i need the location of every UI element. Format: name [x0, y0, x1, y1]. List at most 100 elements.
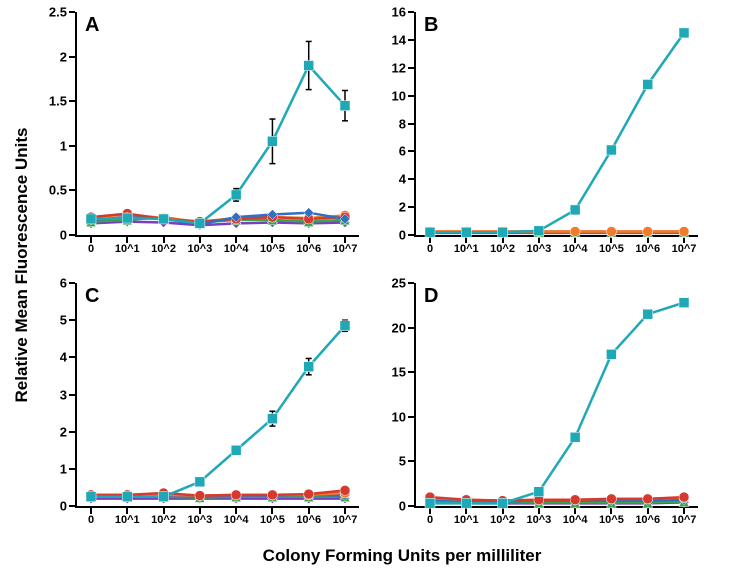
series-marker	[570, 227, 580, 237]
series-marker	[425, 227, 435, 237]
xtick-label: 10^7	[672, 506, 697, 526]
ytick-label: 25	[392, 276, 416, 291]
series-marker	[195, 477, 205, 487]
ytick-label: 1	[60, 461, 77, 476]
ytick-label: 0	[399, 228, 416, 243]
series-marker	[606, 349, 616, 359]
xtick-label: 10^7	[333, 506, 358, 526]
ytick-label: 8	[399, 116, 416, 131]
panel-letter: B	[424, 14, 438, 37]
series-marker	[340, 485, 350, 495]
plot-area: 0510152025010^110^210^310^410^510^610^7	[414, 283, 698, 508]
xtick-label: 10^1	[115, 506, 140, 526]
series-canvas	[416, 12, 698, 235]
xtick-label: 10^7	[333, 235, 358, 255]
series-marker	[606, 227, 616, 237]
series-marker	[570, 432, 580, 442]
series-marker	[498, 498, 508, 508]
series-marker	[231, 190, 241, 200]
figure: Relative Mean Fluorescence Units Colony …	[0, 0, 729, 571]
ytick-label: 14	[392, 32, 416, 47]
series-marker	[267, 414, 277, 424]
series-marker	[340, 101, 350, 111]
series-marker	[195, 218, 205, 228]
series-marker	[86, 492, 96, 502]
series-line	[430, 303, 684, 504]
xtick-label: 10^5	[260, 235, 285, 255]
series-marker	[643, 309, 653, 319]
ytick-label: 2	[399, 200, 416, 215]
series-marker	[195, 491, 205, 501]
y-axis-label: Relative Mean Fluorescence Units	[12, 128, 32, 403]
panel-letter: C	[85, 285, 99, 308]
series-marker	[304, 61, 314, 71]
ytick-label: 6	[399, 144, 416, 159]
ytick-label: 0.5	[49, 183, 77, 198]
series-marker	[679, 28, 689, 38]
series-marker	[159, 214, 169, 224]
series-marker	[267, 490, 277, 500]
ytick-label: 12	[392, 60, 416, 75]
ytick-label: 3	[60, 387, 77, 402]
series-marker	[159, 492, 169, 502]
series-marker	[231, 490, 241, 500]
xtick-label: 10^1	[115, 235, 140, 255]
series-marker	[340, 321, 350, 331]
ytick-label: 4	[399, 172, 416, 187]
ytick-label: 0	[60, 499, 77, 514]
ytick-label: 2.5	[49, 5, 77, 20]
series-canvas	[77, 12, 359, 235]
xtick-label: 10^6	[296, 235, 321, 255]
xtick-label: 10^2	[151, 506, 176, 526]
series-marker	[643, 227, 653, 237]
series-marker	[461, 227, 471, 237]
xtick-label: 10^1	[454, 506, 479, 526]
series-line	[91, 326, 345, 497]
panel-D: 0510152025010^110^210^310^410^510^610^7D	[414, 283, 696, 506]
series-marker	[679, 227, 689, 237]
series-line	[430, 33, 684, 232]
series-marker	[534, 226, 544, 236]
ytick-label: 0	[60, 228, 77, 243]
ytick-label: 2	[60, 424, 77, 439]
ytick-label: 1	[60, 138, 77, 153]
series-marker	[643, 494, 653, 504]
panel-letter: A	[85, 14, 99, 37]
xtick-label: 10^3	[526, 506, 551, 526]
series-marker	[122, 213, 132, 223]
series-canvas	[77, 283, 359, 506]
x-axis-label: Colony Forming Units per milliliter	[263, 546, 542, 566]
panel-B: 0246810121416010^110^210^310^410^510^610…	[414, 12, 696, 235]
series-marker	[679, 492, 689, 502]
series-marker	[461, 498, 471, 508]
xtick-label: 10^3	[187, 506, 212, 526]
panel-letter: D	[424, 285, 438, 308]
ytick-label: 6	[60, 276, 77, 291]
series-marker	[304, 362, 314, 372]
ytick-label: 5	[60, 313, 77, 328]
xtick-label: 10^2	[490, 506, 515, 526]
panel-C: 0123456010^110^210^310^410^510^610^7C	[75, 283, 357, 506]
series-marker	[570, 495, 580, 505]
ytick-label: 15	[392, 365, 416, 380]
ytick-label: 1.5	[49, 94, 77, 109]
series-marker	[643, 79, 653, 89]
series-marker	[498, 227, 508, 237]
ytick-label: 10	[392, 409, 416, 424]
xtick-label: 10^4	[224, 506, 249, 526]
plot-area: 0123456010^110^210^310^410^510^610^7	[75, 283, 359, 508]
series-marker	[534, 487, 544, 497]
xtick-label: 10^4	[563, 506, 588, 526]
xtick-label: 0	[88, 506, 94, 526]
xtick-label: 10^5	[599, 506, 624, 526]
ytick-label: 0	[399, 499, 416, 514]
xtick-label: 10^5	[260, 506, 285, 526]
xtick-label: 10^6	[635, 506, 660, 526]
xtick-label: 10^3	[187, 235, 212, 255]
series-marker	[304, 489, 314, 499]
series-marker	[425, 498, 435, 508]
xtick-label: 10^6	[296, 506, 321, 526]
ytick-label: 20	[392, 320, 416, 335]
ytick-label: 4	[60, 350, 77, 365]
ytick-label: 5	[399, 454, 416, 469]
